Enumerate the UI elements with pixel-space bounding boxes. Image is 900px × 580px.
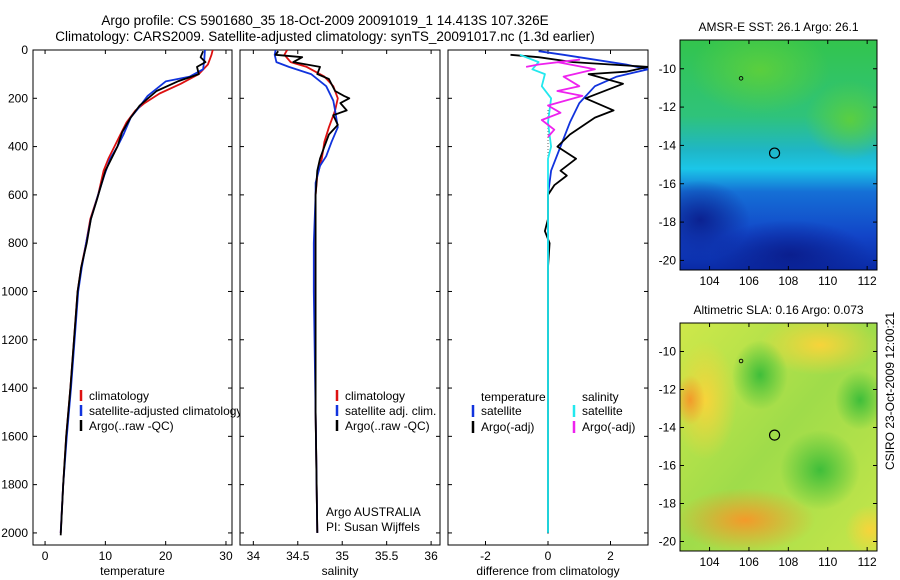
- legend-label: climatology: [345, 389, 405, 403]
- x-tick-label: 104: [700, 274, 720, 288]
- map-title: Altimetric SLA: 0.16 Argo: 0.073: [693, 303, 863, 317]
- x-tick-label: 10: [99, 549, 113, 563]
- page-title: Argo profile: CS 5901680_35 18-Oct-2009 …: [101, 13, 549, 28]
- map-axes-2: Altimetric SLA: 0.16 Argo: 0.073 104 106 10…: [659, 303, 878, 569]
- y-tick-label: 1200: [1, 333, 28, 347]
- x-tick-label: 112: [858, 274, 877, 288]
- legend-label: satellite adj. clim.: [345, 404, 436, 418]
- legend-header: temperature: [481, 390, 546, 404]
- y-tick-label: -10: [659, 62, 677, 76]
- series-group: [510, 50, 648, 533]
- y-tick-label: 1800: [1, 478, 28, 492]
- x-tick-label: 106: [739, 555, 759, 569]
- x-tick-label: 108: [778, 274, 798, 288]
- x-axis-label: salinity: [322, 564, 359, 578]
- x-axis-label: difference from climatology: [476, 564, 619, 578]
- plot-frame: [239, 49, 441, 546]
- y-tick-label: -20: [659, 535, 677, 549]
- x-tick-label: 34: [247, 549, 261, 563]
- plot-frame: [32, 49, 233, 546]
- argo-position-marker: [768, 147, 781, 159]
- sla-map-field: [680, 323, 877, 551]
- legend-label: Argo(-adj): [481, 420, 534, 434]
- y-tick-label: -14: [659, 421, 677, 435]
- profile-panel-1: 0 10 20 30 0 200 400 600 800 1000 1200 1400 1600 1800…: [1, 43, 242, 578]
- station-dot-marker: [738, 76, 744, 81]
- legend-header: salinity: [582, 390, 619, 404]
- series-line-satellite-adj-clim-: [273, 50, 339, 533]
- sla-map: [680, 323, 877, 551]
- x-tick-label: 36: [424, 549, 438, 563]
- y-tick-label: -16: [659, 177, 677, 191]
- y-tick-label: -10: [659, 345, 677, 359]
- x-tick-label: 108: [778, 555, 798, 569]
- x-tick-label: 104: [700, 555, 720, 569]
- sst-map-field: [680, 40, 877, 270]
- y-tick-label: -12: [659, 383, 677, 397]
- series-line-argo-raw-qc-: [274, 50, 351, 533]
- x-tick-label: 20: [159, 549, 173, 563]
- y-tick-label: -16: [659, 459, 677, 473]
- y-tick-label: 800: [8, 236, 28, 250]
- x-tick-label: 30: [219, 549, 233, 563]
- x-tick-label: -2: [480, 549, 491, 563]
- x-tick-label: 112: [858, 555, 877, 569]
- profile-panel-2: 34 34.5 35 35.5 36 salinity climatologysatelli…: [239, 49, 441, 578]
- map-axes-1: AMSR-E SST: 26.1 Argo: 26.1 104 106 108 110 1…: [659, 20, 878, 288]
- x-axis-label: temperature: [100, 564, 165, 578]
- map-frame: [679, 39, 878, 271]
- y-tick-label: -18: [659, 497, 677, 511]
- y-tick-label: -18: [659, 215, 677, 229]
- series-line-argo-adj-: [510, 53, 648, 533]
- legend-label: climatology: [89, 389, 149, 403]
- x-tick-label: 0: [545, 549, 552, 563]
- y-tick-label: -20: [659, 253, 677, 267]
- x-tick-label: 34.5: [286, 549, 310, 563]
- legend-label: satellite: [481, 404, 522, 418]
- y-tick-label: 2000: [1, 526, 28, 540]
- series-group: [273, 50, 351, 533]
- legend-label: satellite: [582, 404, 623, 418]
- legend-label: satellite-adjusted climatology: [89, 404, 242, 418]
- y-tick-label: 200: [8, 91, 28, 105]
- page-subtitle: Climatology: CARS2009. Satellite-adjuste…: [55, 29, 595, 44]
- y-tick-label: 1000: [1, 284, 28, 298]
- x-tick-label: 35: [336, 549, 350, 563]
- y-tick-label: -12: [659, 100, 677, 114]
- y-tick-label: 1400: [1, 381, 28, 395]
- series-group: [59, 50, 214, 536]
- sst-map: [680, 40, 877, 270]
- x-tick-label: 110: [818, 555, 837, 569]
- x-tick-label: 110: [818, 274, 837, 288]
- series-line-argo-adj-: [525, 58, 596, 138]
- x-tick-label: 0: [42, 549, 49, 563]
- annotation-text: PI: Susan Wijffels: [326, 520, 420, 534]
- x-tick-label: 106: [739, 274, 759, 288]
- station-dot-marker: [738, 358, 744, 364]
- y-tick-label: 400: [8, 140, 28, 154]
- legend-label: Argo(..raw -QC): [89, 419, 174, 433]
- y-tick-label: -14: [659, 138, 677, 152]
- legend-label: Argo(..raw -QC): [345, 419, 430, 433]
- series-line-argo-raw-qc-: [59, 50, 207, 536]
- timestamp-label: CSIRO 23-Oct-2009 12:00:21: [883, 312, 897, 470]
- x-tick-label: 2: [607, 549, 614, 563]
- y-tick-label: 1600: [1, 429, 28, 443]
- map-title: AMSR-E SST: 26.1 Argo: 26.1: [698, 20, 858, 34]
- annotation-text: Argo AUSTRALIA: [326, 505, 421, 519]
- map-frame: [679, 322, 878, 552]
- y-tick-label: 600: [8, 188, 28, 202]
- y-tick-label: 0: [21, 43, 28, 57]
- legend-label: Argo(-adj): [582, 420, 635, 434]
- argo-position-marker: [768, 429, 781, 441]
- x-tick-label: 35.5: [375, 549, 399, 563]
